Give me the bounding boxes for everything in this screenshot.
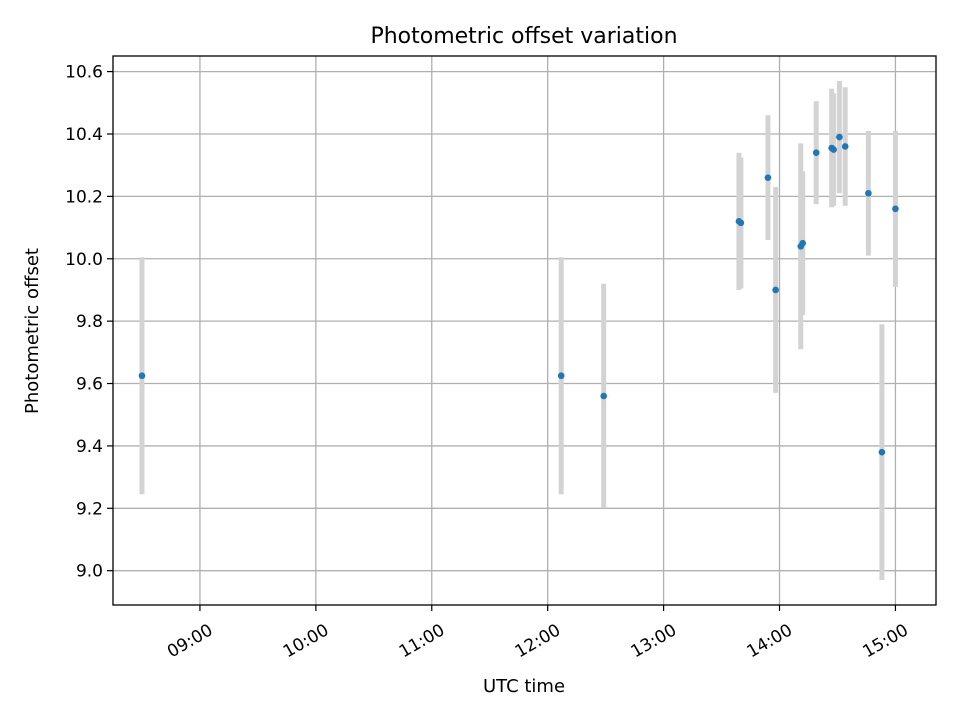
x-axis-label: UTC time <box>483 676 565 697</box>
data-point <box>138 372 146 380</box>
y-axis-label: Photometric offset <box>22 248 43 414</box>
data-point <box>772 286 779 294</box>
data-point <box>812 149 820 156</box>
data-point <box>878 448 886 456</box>
plot-frame <box>112 55 937 606</box>
data-point <box>892 205 899 213</box>
data-point <box>600 392 608 400</box>
data-point <box>764 174 772 181</box>
x-tick-label: 10:00 <box>280 620 332 662</box>
data-points <box>138 133 899 456</box>
data-point <box>841 143 849 150</box>
y-tick-label: 9.6 <box>76 375 103 395</box>
x-tick-label: 13:00 <box>628 620 680 662</box>
y-tick-label: 10.2 <box>65 187 103 207</box>
data-point <box>830 146 837 153</box>
y-tick-label: 9.4 <box>76 437 103 457</box>
x-tick-label: 11:00 <box>396 620 448 662</box>
y-tick-label: 10.0 <box>65 250 103 270</box>
x-axis-ticks: 09:00 10:00 11:00 12:00 13:00 14:00 15:00 <box>164 605 912 662</box>
data-point <box>865 189 872 197</box>
y-tick-label: 9.8 <box>76 312 103 332</box>
x-tick-label: 09:00 <box>164 620 216 662</box>
data-point <box>799 239 806 247</box>
x-tick-label: 12:00 <box>512 620 564 662</box>
errorbars <box>139 80 898 581</box>
y-tick-label: 10.6 <box>65 63 103 83</box>
y-tick-label: 9.0 <box>76 562 103 582</box>
x-tick-label: 15:00 <box>859 620 911 662</box>
data-point <box>557 372 565 380</box>
y-tick-label: 10.4 <box>65 125 103 145</box>
y-tick-label: 9.2 <box>76 499 103 519</box>
data-point <box>836 133 843 141</box>
data-point <box>737 219 745 227</box>
chart-title: Photometric offset variation <box>370 24 677 49</box>
grid <box>113 56 936 605</box>
x-tick-label: 14:00 <box>744 620 796 662</box>
y-axis-ticks: 9.0 9.2 9.4 9.6 9.8 10.0 10.2 10.4 10.6 <box>65 63 113 582</box>
